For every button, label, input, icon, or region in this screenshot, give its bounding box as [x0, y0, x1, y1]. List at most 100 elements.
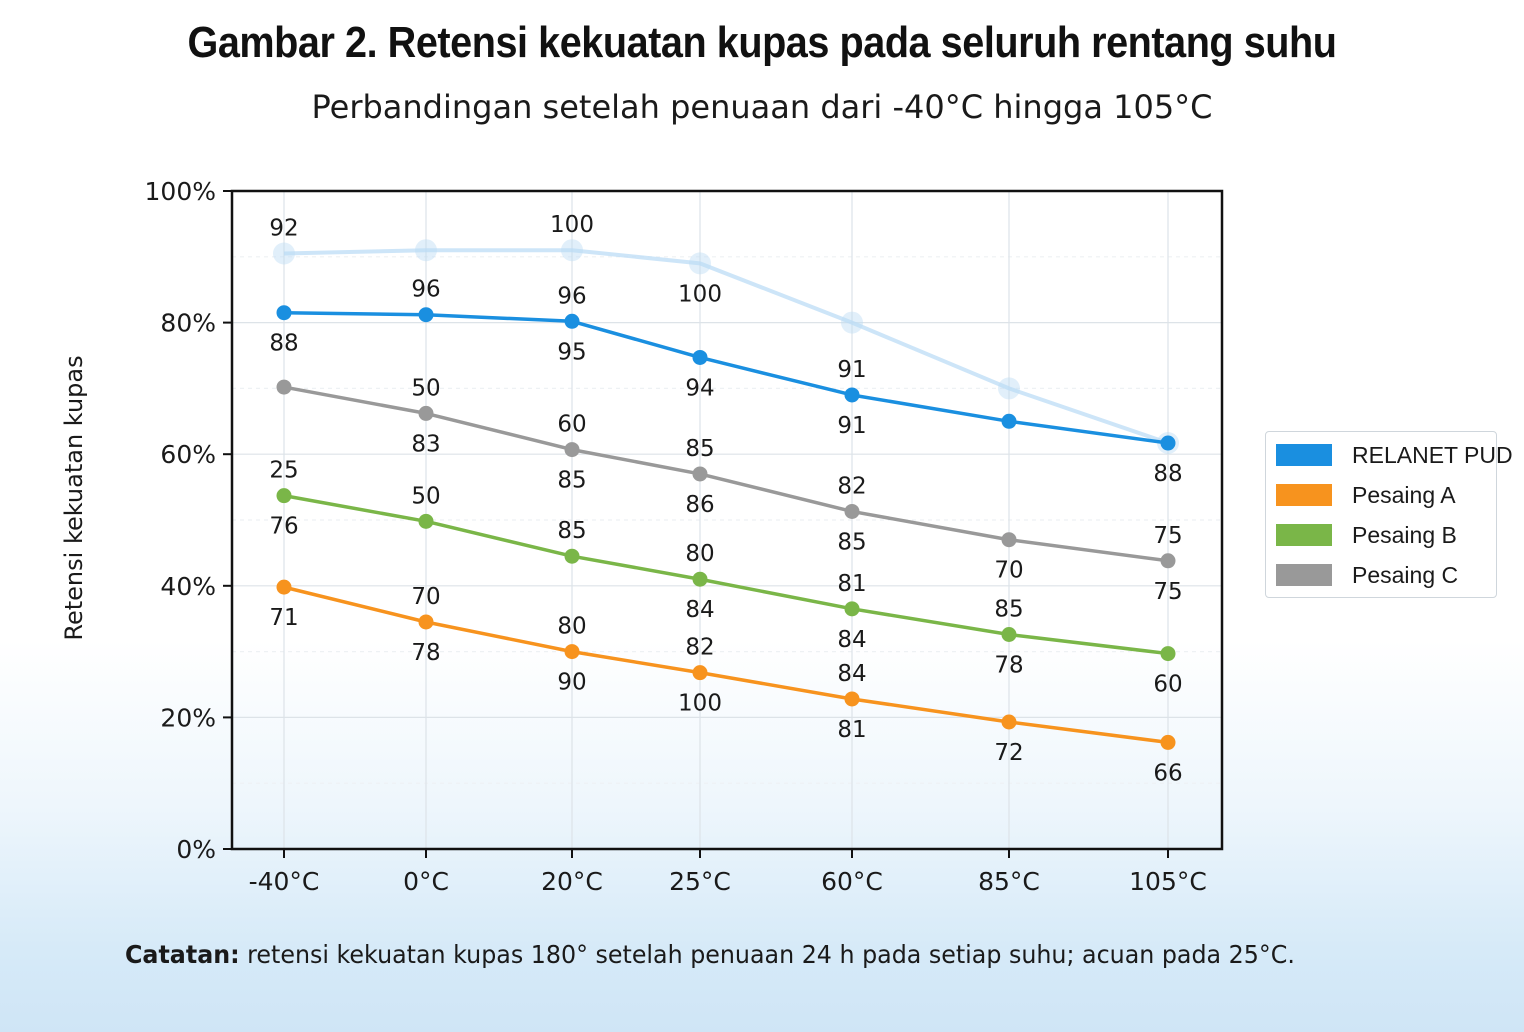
chart-title: Gambar 2. Retensi kekuatan kupas pada se… — [187, 18, 1337, 67]
data-label: 91 — [837, 413, 866, 439]
data-label: 76 — [269, 514, 298, 540]
data-label: 70 — [994, 558, 1023, 584]
legend-item: Pesaing A — [1276, 480, 1456, 510]
data-point-faded-series — [561, 239, 583, 262]
data-point-pesaing-b — [692, 571, 708, 587]
data-label: 85 — [557, 518, 586, 544]
data-point-faded-series — [415, 239, 437, 262]
legend-label: Pesaing A — [1352, 481, 1456, 508]
footnote: Catatan: retensi kekuatan kupas 180° set… — [125, 940, 1295, 969]
legend: RELANET PUD Pesaing A Pesaing B Pesaing C — [1265, 431, 1513, 598]
data-point-pesaing-b — [1001, 626, 1017, 642]
series-line-faded-series — [283, 248, 1169, 445]
data-label: 75 — [1153, 523, 1182, 549]
series-line-pesaing-c — [283, 385, 1169, 563]
data-label: 71 — [269, 605, 298, 631]
y-tick-label: 100% — [145, 177, 216, 206]
data-point-pesaing-a — [1160, 734, 1176, 750]
data-label: 100 — [678, 691, 722, 717]
y-tick-label: 0% — [176, 835, 216, 864]
data-label: 100 — [678, 281, 722, 307]
data-label: 80 — [557, 614, 586, 640]
data-point-faded-series — [998, 377, 1020, 400]
series-group — [273, 239, 1179, 750]
data-label: 82 — [685, 635, 714, 661]
data-point-relanet-pud — [1160, 435, 1176, 451]
data-label: 100 — [550, 212, 594, 238]
data-point-pesaing-a — [564, 644, 580, 660]
data-label: 94 — [685, 375, 714, 401]
data-label: 90 — [557, 670, 586, 696]
data-label: 82 — [837, 473, 866, 499]
data-label: 75 — [1153, 579, 1182, 605]
data-point-pesaing-b — [1160, 646, 1176, 662]
legend-label: Pesaing C — [1352, 561, 1459, 588]
legend-item: RELANET PUD — [1276, 440, 1513, 470]
data-point-pesaing-b — [276, 488, 292, 504]
data-label: 91 — [837, 357, 866, 383]
data-label: 81 — [837, 571, 866, 597]
footnote-text: retensi kekuatan kupas 180° setelah penu… — [239, 940, 1295, 969]
data-point-relanet-pud — [692, 349, 708, 365]
data-point-pesaing-a — [844, 691, 860, 707]
data-point-relanet-pud — [1001, 413, 1017, 429]
data-point-pesaing-b — [844, 601, 860, 617]
legend-swatch — [1276, 524, 1332, 546]
data-label: 84 — [837, 627, 866, 653]
data-point-pesaing-b — [418, 513, 434, 529]
x-tick-label: 85°C — [978, 867, 1040, 896]
y-tick-label: 20% — [160, 703, 216, 732]
data-point-relanet-pud — [418, 307, 434, 323]
data-label: 95 — [557, 339, 586, 365]
data-point-pesaing-c — [844, 503, 860, 519]
x-axis-ticks: -40°C 0°C 20°C 25°C 60°C 85°C 105°C — [249, 849, 1207, 896]
data-label: 25 — [269, 458, 298, 484]
data-label: 85 — [994, 596, 1023, 622]
data-label: 84 — [685, 597, 714, 623]
data-label: 60 — [557, 412, 586, 438]
legend-swatch — [1276, 564, 1332, 586]
data-point-pesaing-a — [418, 614, 434, 630]
data-point-faded-series — [273, 242, 295, 265]
data-point-pesaing-a — [276, 579, 292, 595]
data-label: 88 — [1153, 461, 1182, 487]
data-label: 83 — [411, 431, 440, 457]
data-label: 78 — [411, 640, 440, 666]
data-point-faded-series — [689, 252, 711, 275]
data-label: 50 — [411, 483, 440, 509]
y-tick-label: 80% — [160, 309, 216, 338]
data-label: 85 — [837, 529, 866, 555]
data-label: 81 — [837, 717, 866, 743]
data-point-faded-series — [841, 311, 863, 334]
data-labels: 92 100 100 88 96 96 95 94 91 91 88 71 70 78 80 90 82 100 8… — [269, 212, 1182, 786]
data-label: 60 — [1153, 672, 1182, 698]
x-tick-label: 0°C — [403, 867, 449, 896]
data-point-pesaing-c — [692, 466, 708, 482]
data-label: 85 — [557, 468, 586, 494]
x-tick-label: 105°C — [1129, 867, 1207, 896]
data-label: 85 — [685, 436, 714, 462]
legend-item: Pesaing C — [1276, 560, 1458, 590]
data-point-pesaing-c — [1160, 553, 1176, 569]
data-point-pesaing-a — [1001, 714, 1017, 730]
x-tick-label: 60°C — [821, 867, 883, 896]
y-tick-label: 60% — [160, 440, 216, 469]
x-tick-label: 25°C — [669, 867, 731, 896]
data-label: 84 — [837, 661, 866, 687]
data-label: 50 — [411, 375, 440, 401]
data-point-relanet-pud — [564, 313, 580, 329]
data-point-pesaing-c — [1001, 532, 1017, 548]
data-label: 78 — [994, 652, 1023, 678]
grid-lines — [232, 190, 1222, 850]
data-label: 96 — [557, 283, 586, 309]
data-point-pesaing-a — [692, 665, 708, 681]
data-label: 72 — [994, 740, 1023, 766]
data-point-relanet-pud — [276, 305, 292, 321]
series-line-pesaing-b — [283, 493, 1169, 656]
data-label: 70 — [411, 584, 440, 610]
legend-swatch — [1276, 484, 1332, 506]
legend-swatch — [1276, 444, 1332, 466]
y-axis-label: Retensi kekuatan kupas — [60, 355, 88, 640]
data-point-pesaing-c — [276, 379, 292, 395]
data-label: 96 — [411, 277, 440, 303]
